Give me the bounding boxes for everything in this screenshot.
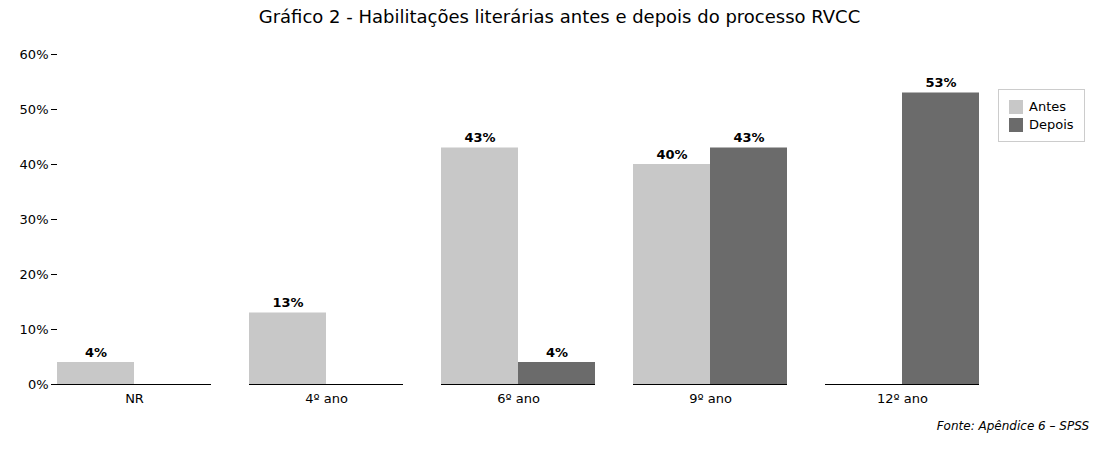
svg-text:10%: 10% — [20, 322, 49, 337]
svg-text:50%: 50% — [20, 102, 49, 117]
svg-text:53%: 53% — [925, 75, 956, 90]
html-text:Gráfico 2 - Habilitações liter: Gráfico 2 - Habilitações literárias ante… — [258, 6, 861, 27]
svg-text:43%: 43% — [464, 130, 495, 145]
svg-text:4%: 4% — [85, 345, 107, 360]
svg-text:13%: 13% — [272, 295, 303, 310]
svg-text:20%: 20% — [20, 267, 49, 282]
svg-text:60%: 60% — [20, 47, 49, 62]
svg-text:NR: NR — [125, 391, 144, 406]
svg-text:0%: 0% — [28, 377, 49, 392]
html-text:Fonte: Apêndice 6 – SPSS: Fonte: Apêndice 6 – SPSS — [936, 419, 1089, 433]
svg-text:12º ano: 12º ano — [877, 391, 928, 406]
svg-text:40%: 40% — [656, 147, 687, 162]
html-text:Depois: Depois — [1029, 117, 1074, 132]
svg-text:43%: 43% — [733, 130, 764, 145]
svg-text:4º ano: 4º ano — [305, 391, 348, 406]
svg-text:40%: 40% — [20, 157, 49, 172]
svg-text:4%: 4% — [546, 345, 568, 360]
html-text:Antes: Antes — [1029, 99, 1066, 114]
svg-text:6º ano: 6º ano — [497, 391, 540, 406]
svg-text:30%: 30% — [20, 212, 49, 227]
svg-text:9º ano: 9º ano — [689, 391, 732, 406]
